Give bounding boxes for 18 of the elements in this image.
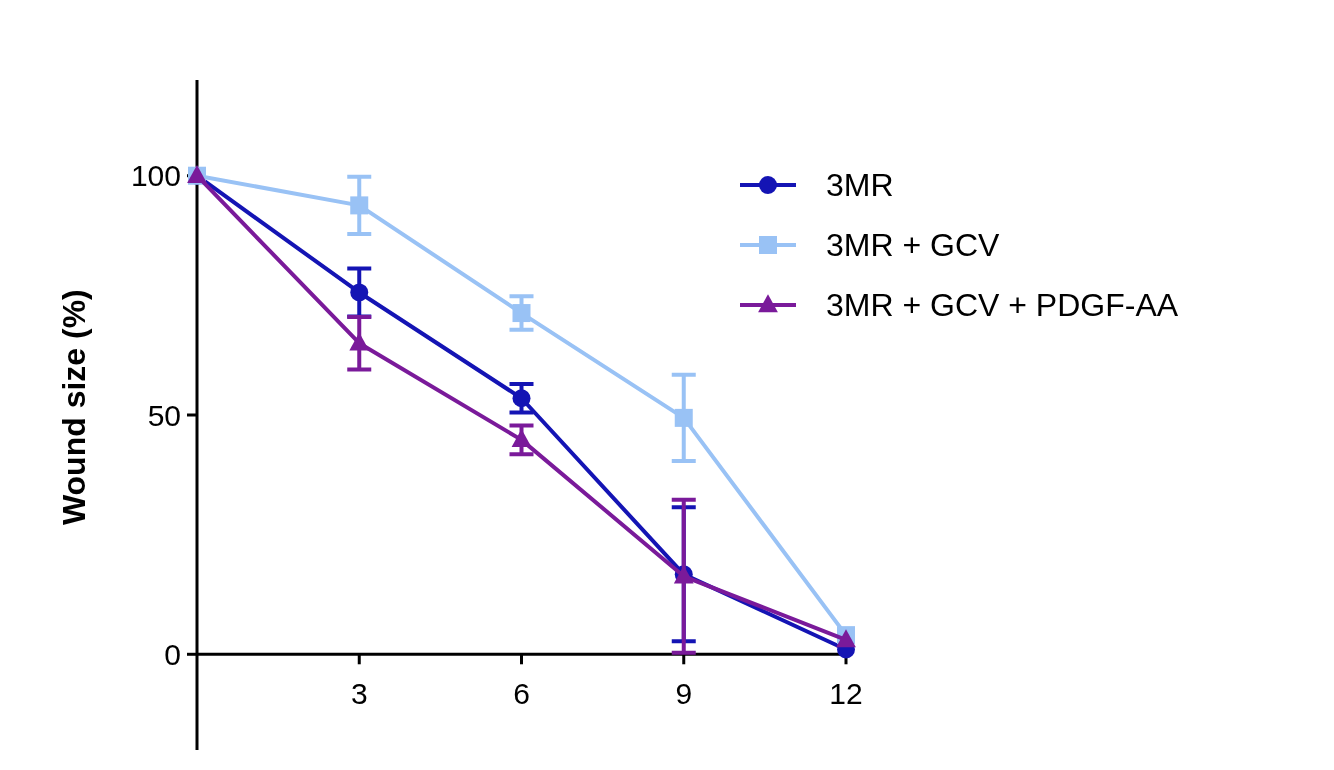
legend-label: 3MR + GCV — [826, 227, 1001, 264]
y-axis-title: Wound size (%) — [56, 289, 92, 526]
point — [350, 283, 369, 302]
x-tick-label: 12 — [829, 677, 863, 711]
y-tick-label: 100 — [130, 159, 181, 193]
point — [511, 429, 532, 448]
y-tick-label: 50 — [147, 398, 181, 432]
y-tick-label: 0 — [164, 637, 181, 671]
point — [512, 389, 531, 408]
x-tick-label: 9 — [675, 677, 693, 711]
legend-label: 3MR — [826, 167, 894, 204]
point — [674, 408, 693, 427]
point — [349, 332, 370, 351]
x-tick-label: 6 — [513, 677, 530, 711]
point — [512, 304, 531, 323]
legend-label: 3MR + GCV + PDGF-AA — [826, 287, 1179, 324]
point — [350, 196, 369, 215]
x-tick-label: 3 — [350, 677, 368, 711]
